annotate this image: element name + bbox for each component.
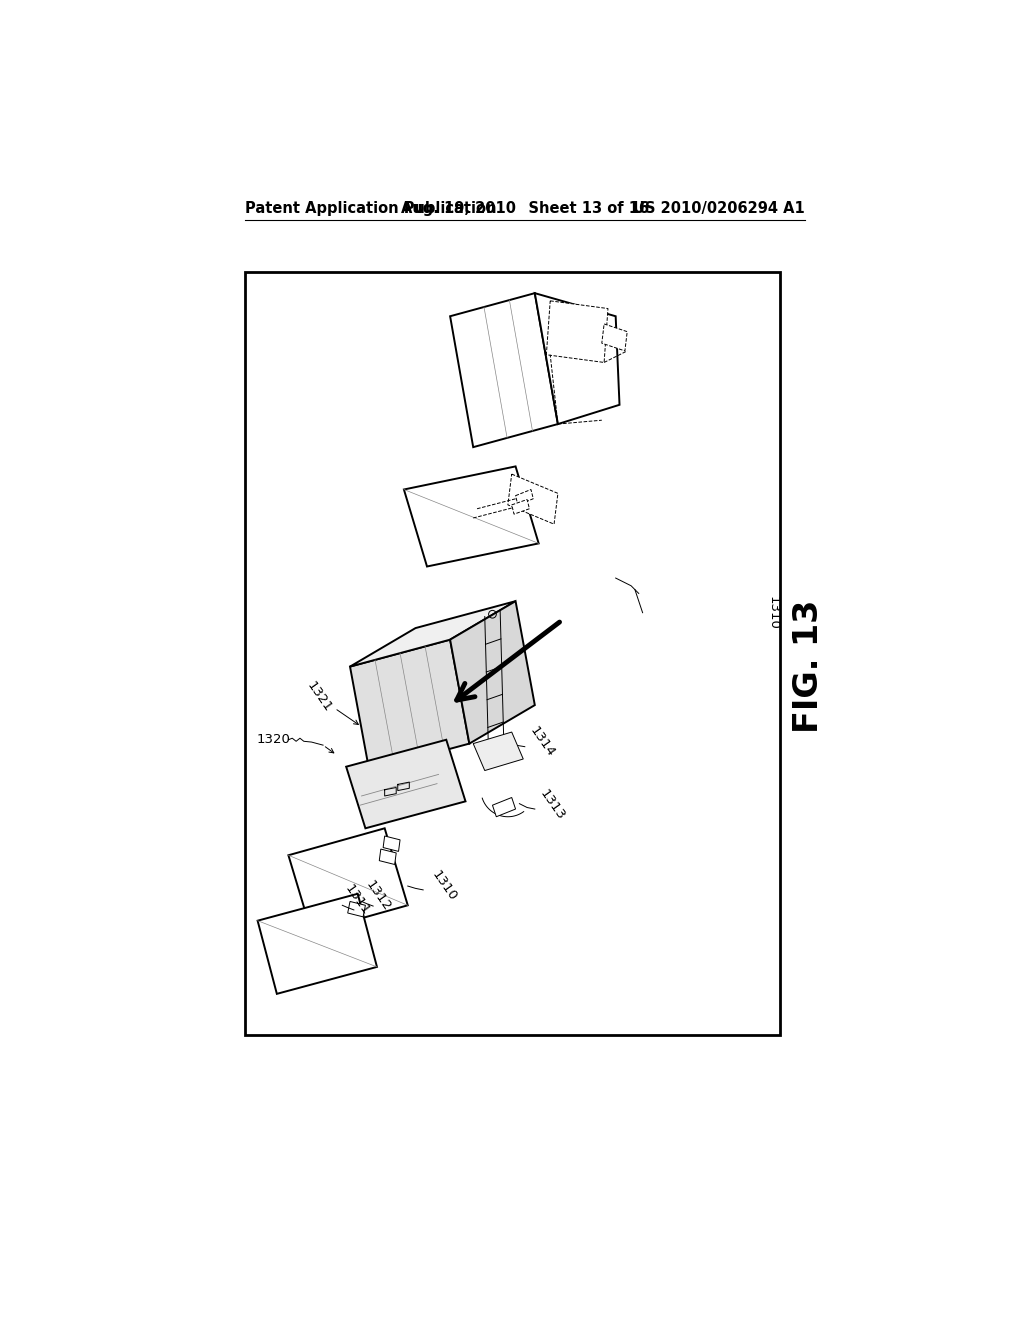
Polygon shape <box>515 490 534 506</box>
Polygon shape <box>379 849 396 865</box>
Polygon shape <box>451 293 558 447</box>
Polygon shape <box>350 640 469 771</box>
Text: Patent Application Publication: Patent Application Publication <box>245 201 496 216</box>
Text: 1314: 1314 <box>527 725 557 760</box>
Text: FIG. 13: FIG. 13 <box>792 599 824 734</box>
Text: 1321: 1321 <box>304 680 334 715</box>
Text: 1310: 1310 <box>429 869 460 904</box>
Polygon shape <box>493 797 515 817</box>
Text: US 2010/0206294 A1: US 2010/0206294 A1 <box>633 201 805 216</box>
Polygon shape <box>350 601 515 667</box>
Text: 1312: 1312 <box>364 878 393 913</box>
Polygon shape <box>451 601 535 743</box>
Polygon shape <box>602 323 628 351</box>
Polygon shape <box>289 829 408 932</box>
Polygon shape <box>346 739 466 829</box>
Text: 1313: 1313 <box>538 788 567 822</box>
Polygon shape <box>535 293 620 424</box>
Polygon shape <box>512 499 529 515</box>
Polygon shape <box>258 894 377 994</box>
Polygon shape <box>383 836 400 851</box>
Text: 1310: 1310 <box>767 595 780 630</box>
Polygon shape <box>508 474 558 524</box>
Polygon shape <box>473 733 523 771</box>
Text: 1320: 1320 <box>256 733 290 746</box>
Polygon shape <box>547 301 608 363</box>
Polygon shape <box>403 466 539 566</box>
Bar <box>245 272 779 1035</box>
Polygon shape <box>348 902 366 917</box>
Text: Aug. 19, 2010  Sheet 13 of 16: Aug. 19, 2010 Sheet 13 of 16 <box>400 201 649 216</box>
Text: 1311: 1311 <box>342 882 373 917</box>
